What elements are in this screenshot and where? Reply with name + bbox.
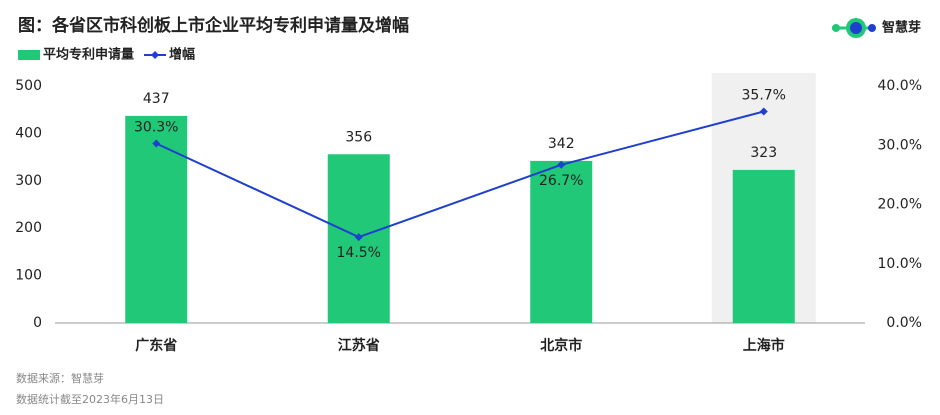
chart: 图：各省区市科创板上市企业平均专利申请量及增幅 智慧芽 数据来源：智慧芽 数据统… bbox=[0, 0, 940, 415]
line-value-label: 14.5% bbox=[337, 245, 381, 261]
line-value-label: 26.7% bbox=[539, 173, 583, 189]
y-tick-label: 100 bbox=[15, 268, 42, 284]
legend-label: 增幅 bbox=[169, 47, 195, 63]
y2-tick-label: 20.0% bbox=[878, 197, 922, 213]
y-tick-label: 400 bbox=[15, 125, 42, 141]
line-value-label: 30.3% bbox=[134, 119, 178, 135]
y-tick-label: 300 bbox=[15, 173, 42, 189]
bar-value-label: 342 bbox=[548, 136, 575, 152]
x-tick-label: 北京市 bbox=[540, 337, 582, 354]
line bbox=[156, 111, 764, 237]
legend-swatch bbox=[151, 51, 159, 59]
source: 数据来源：智慧芽 bbox=[16, 371, 104, 385]
y2-tick-label: 40.0% bbox=[878, 78, 922, 94]
x-tick-label: 广东省 bbox=[135, 337, 177, 354]
brand-logo bbox=[832, 18, 876, 38]
bar-value-label: 356 bbox=[345, 129, 372, 145]
y-tick-label: 0 bbox=[33, 315, 42, 331]
bar-value-label: 437 bbox=[143, 91, 170, 107]
note: 数据统计截至2023年6月13日 bbox=[16, 392, 164, 406]
brand-name: 智慧芽 bbox=[882, 20, 921, 36]
legend-label: 平均专利申请量 bbox=[43, 47, 134, 63]
chart-title: 图：各省区市科创板上市企业平均专利申请量及增幅 bbox=[18, 15, 409, 36]
y2-tick-label: 30.0% bbox=[878, 137, 922, 153]
bar bbox=[733, 170, 795, 323]
x-tick-label: 江苏省 bbox=[338, 337, 380, 354]
y-tick-label: 200 bbox=[15, 220, 42, 236]
y2-tick-label: 10.0% bbox=[878, 256, 922, 272]
y-tick-label: 500 bbox=[15, 78, 42, 94]
bar-value-label: 323 bbox=[750, 145, 777, 161]
x-tick-label: 上海市 bbox=[743, 337, 785, 354]
line-value-label: 35.7% bbox=[742, 87, 786, 103]
legend-swatch bbox=[18, 50, 40, 60]
y2-tick-label: 0.0% bbox=[886, 315, 922, 331]
